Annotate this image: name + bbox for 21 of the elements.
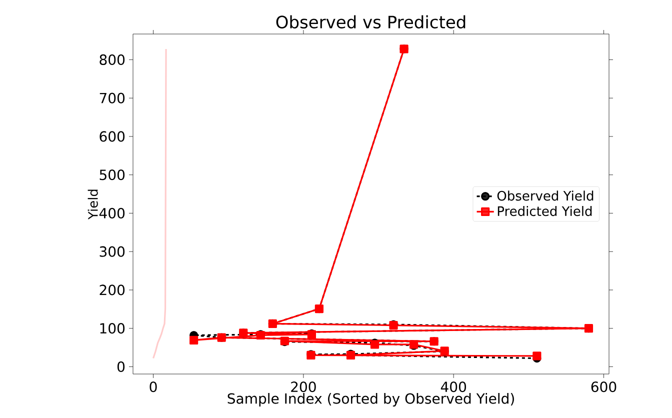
line-series [152,48,167,360]
x-tick-label: 600 [591,382,616,392]
x-tick-label: 400 [440,382,466,392]
x-tick-label: 0 [150,382,157,392]
y-tick-label: 0 [117,361,125,372]
y-tick-label: 200 [100,284,125,296]
legend-label: Predicted Yield [498,206,592,216]
x-tick-label: 200 [291,382,316,392]
y-tick-label: 100 [100,323,125,334]
y-tick-label: 700 [100,92,125,104]
point [190,336,198,345]
chart-title: Observed vs Predicted [276,15,466,28]
y-tick-label: 300 [100,246,125,257]
legend-label: Observed Yield [497,190,594,201]
point [532,352,542,360]
y-tick-label: 400 [99,208,125,219]
x-axis-title: Sample Index (Sorted by Observed Yield) [228,392,514,407]
y-tick-label: 800 [100,54,125,66]
y-axis-title: Yield [88,190,98,220]
y-tick-label: 500 [100,170,125,180]
y-tick-label: 600 [100,131,125,142]
